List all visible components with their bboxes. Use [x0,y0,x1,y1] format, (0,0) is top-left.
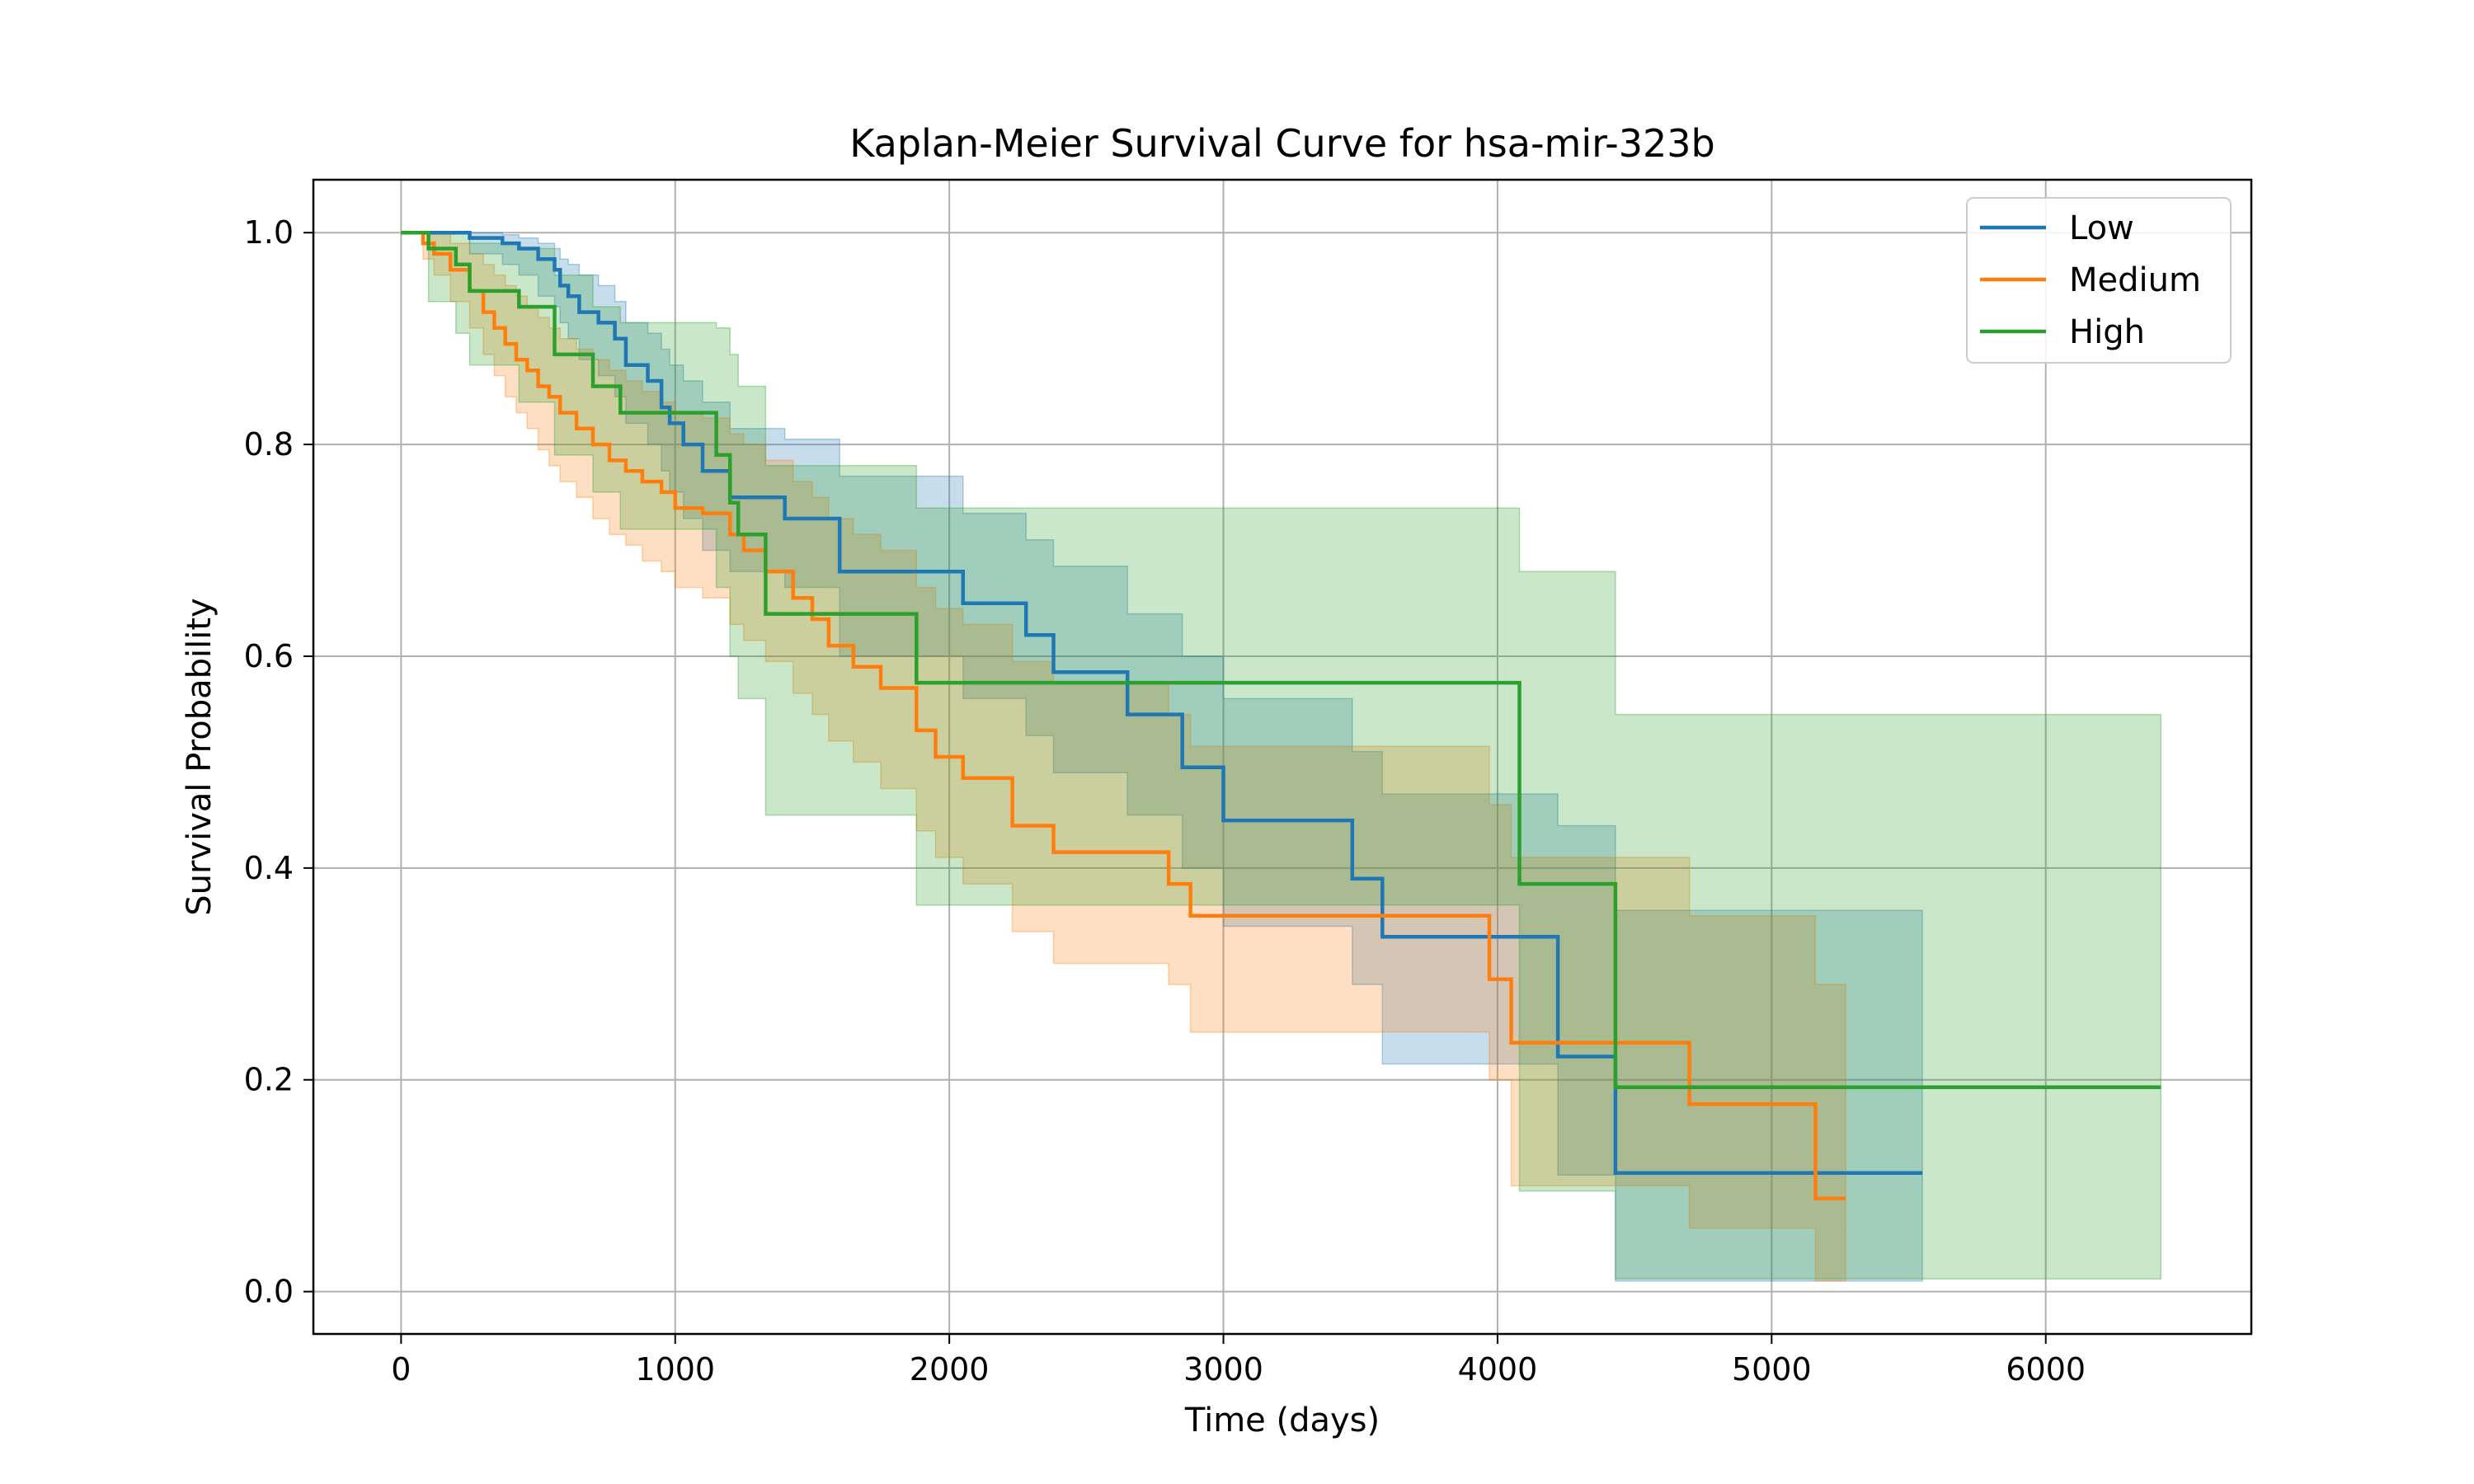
y-tick-label: 1.0 [244,214,294,251]
survival-line-layer [401,230,2161,1200]
confidence-band-layer [401,232,2162,1282]
y-tick-label: 0.6 [244,638,294,674]
x-tick-label: 4000 [1458,1351,1538,1388]
y-tick-label: 0.8 [244,426,294,463]
legend-label-medium: Medium [2069,261,2201,299]
legend: Low Medium High [1966,197,2232,364]
tick-layer: 0 1000 2000 3000 4000 5000 6000 0.0 0.2 0.4 0.6 0.8… [244,214,2086,1388]
legend-label-low: Low [2069,209,2134,247]
legend-box [1966,197,2232,364]
x-tick-label: 1000 [635,1351,715,1388]
chart-title: Kaplan-Meier Survival Curve for hsa-mir-… [849,121,1714,166]
survival-line-medium [401,230,1846,1200]
y-tick-label: 0.4 [244,850,294,886]
x-tick-label: 6000 [2006,1351,2086,1388]
x-tick-label: 2000 [910,1351,990,1388]
y-axis-label: Survival Probability [181,598,219,915]
ci-band-medium [401,232,1846,1282]
survival-line-high [401,230,2161,1089]
ci-band-low [401,232,1923,1282]
y-tick-label: 0.2 [244,1062,294,1098]
plot-frame [312,178,2253,1336]
survival-line-low [401,230,1923,1176]
x-tick-label: 5000 [1732,1351,1812,1388]
x-axis-label: Time (days) [1184,1402,1380,1439]
ci-band-high [401,232,2162,1280]
x-tick-label: 0 [391,1351,411,1388]
x-tick-label: 3000 [1183,1351,1263,1388]
legend-label-high: High [2069,313,2145,351]
y-tick-label: 0.0 [244,1274,294,1310]
